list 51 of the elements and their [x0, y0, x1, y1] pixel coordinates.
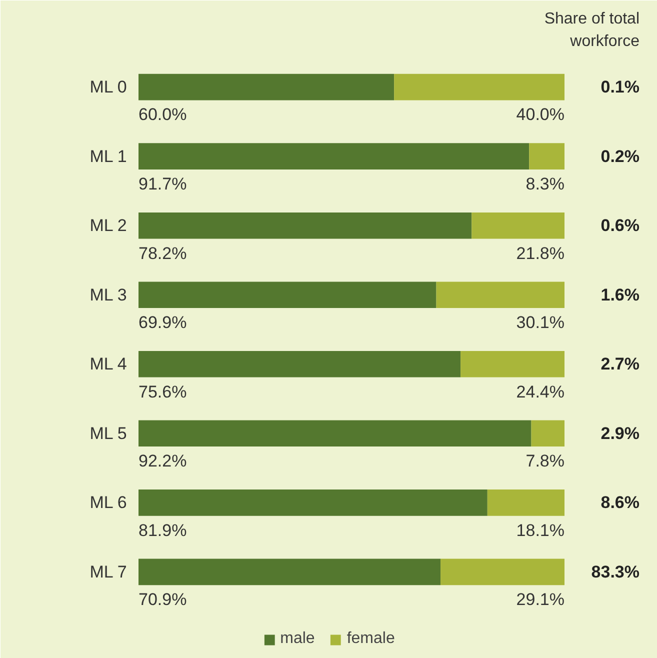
y-tick-label: ML 6: [90, 493, 127, 512]
bar: [460, 350, 564, 378]
bar: [138, 282, 436, 308]
text: 2.7%: [600, 354, 640, 374]
data-label: 7.8%: [526, 452, 564, 471]
text: 0.2%: [600, 146, 640, 166]
y-tick-label: ML 5: [90, 424, 127, 443]
data-label: 18.1%: [516, 520, 564, 540]
text: Share of total workforce: [544, 10, 640, 50]
data-label: 24.4%: [516, 382, 564, 402]
data-label: 78.2%: [138, 244, 187, 263]
bar: [531, 420, 564, 447]
y-tick-label: ML 3: [90, 285, 127, 304]
bar: [138, 490, 488, 516]
data-label: 75.6%: [138, 382, 187, 402]
bar: [440, 558, 564, 586]
bar: [138, 350, 461, 378]
text: 2.9%: [600, 424, 640, 443]
legend-label: male: [280, 630, 315, 648]
y-tick-label: ML 2: [90, 216, 127, 236]
bar: [472, 212, 564, 239]
data-label: 81.9%: [138, 520, 187, 540]
data-label: 30.1%: [516, 313, 564, 332]
bar: [138, 558, 441, 586]
data-label: 92.2%: [138, 452, 187, 471]
data-label: 40.0%: [516, 105, 564, 124]
legend-label: female: [346, 630, 395, 648]
bar: [138, 420, 532, 447]
bar: [138, 143, 530, 170]
text: 1.6%: [600, 285, 640, 304]
bar: [138, 74, 394, 100]
data-label: 69.9%: [138, 313, 187, 332]
bar: [487, 490, 564, 516]
y-tick-label: ML 7: [90, 562, 127, 582]
y-tick-label: ML 0: [90, 78, 127, 97]
text: 83.3%: [591, 562, 640, 582]
data-label: 60.0%: [138, 105, 187, 124]
data-label: 70.9%: [138, 590, 187, 610]
text: 8.6%: [600, 493, 640, 512]
bar: [436, 282, 564, 308]
bar: [529, 143, 564, 170]
text: 0.6%: [600, 216, 640, 236]
data-label: 21.8%: [516, 244, 564, 263]
text: 0.1%: [600, 78, 640, 97]
data-label: 91.7%: [138, 174, 187, 194]
y-tick-label: ML 1: [90, 146, 127, 166]
data-label: 8.3%: [526, 174, 564, 194]
bar: [138, 212, 472, 239]
bar: [394, 74, 564, 100]
y-tick-label: ML 4: [90, 354, 127, 374]
data-label: 29.1%: [516, 590, 564, 610]
